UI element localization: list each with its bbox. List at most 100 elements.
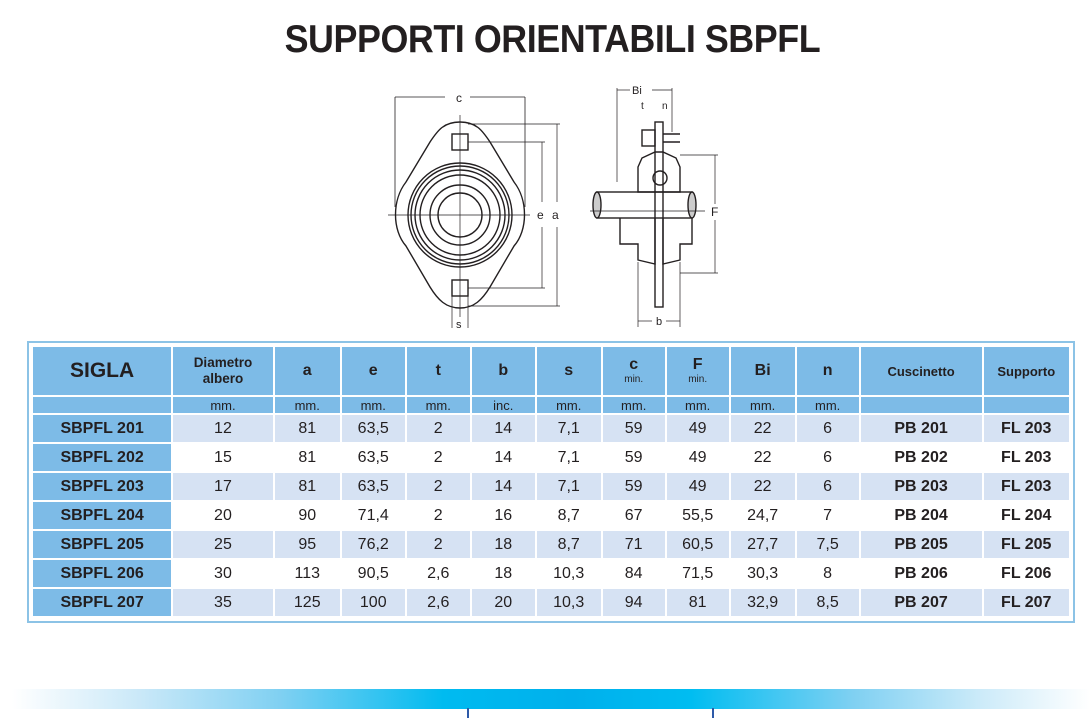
svg-text:b: b	[656, 316, 662, 328]
svg-text:Bi: Bi	[632, 85, 642, 97]
table-cell: 125	[274, 589, 340, 616]
table-cell: 14	[471, 444, 535, 471]
row-code-cell: SBPFL 206	[33, 560, 172, 587]
table-cell: 90	[274, 502, 340, 529]
table-cell: FL 203	[983, 473, 1069, 500]
col-header-t: t	[406, 347, 470, 395]
table-cell: 55,5	[666, 502, 729, 529]
table-cell: 59	[602, 415, 665, 442]
col-header-a: a	[274, 347, 340, 395]
col-header-supporto: Supporto	[983, 347, 1069, 395]
table-cell: 71,5	[666, 560, 729, 587]
row-code-cell: SBPFL 205	[33, 531, 172, 558]
table-row: SBPFL 206 30 113 90,5 2,6 18 10,3 84 71,5 30,3 8 PB…	[33, 560, 1069, 587]
table-cell: 84	[602, 560, 665, 587]
row-code-cell: SBPFL 204	[33, 502, 172, 529]
table-cell: 22	[730, 473, 795, 500]
col-header-diametro-albero: Diametro albero	[173, 347, 273, 395]
table-cell: 49	[666, 444, 729, 471]
table-cell: 94	[602, 589, 665, 616]
table-cell: PB 205	[860, 531, 982, 558]
unit-cell: mm.	[341, 397, 405, 413]
svg-text:a: a	[552, 208, 559, 222]
page-title: SUPPORTI ORIENTABILI SBPFL	[284, 18, 821, 61]
table-cell: 95	[274, 531, 340, 558]
table-cell: 63,5	[341, 444, 405, 471]
table-cell: PB 204	[860, 502, 982, 529]
table-cell: 20	[173, 502, 273, 529]
table-cell: 60,5	[666, 531, 729, 558]
table-cell: 16	[471, 502, 535, 529]
col-header-e: e	[341, 347, 405, 395]
table-cell: 22	[730, 444, 795, 471]
front-view-drawing: c e a s	[388, 91, 560, 331]
table-cell: PB 203	[860, 473, 982, 500]
table-cell: FL 204	[983, 502, 1069, 529]
table-cell: 59	[602, 444, 665, 471]
table-cell: 7,5	[796, 531, 859, 558]
svg-text:s: s	[456, 319, 462, 331]
side-view-drawing: Bi t n F b	[590, 85, 718, 328]
table-cell: 76,2	[341, 531, 405, 558]
table-cell: FL 203	[983, 444, 1069, 471]
table-cell: FL 207	[983, 589, 1069, 616]
table-cell: PB 206	[860, 560, 982, 587]
table-row: SBPFL 207 35 125 100 2,6 20 10,3 94 81 32,9 8,5 PB …	[33, 589, 1069, 616]
table-cell: 90,5	[341, 560, 405, 587]
col-header-f-sub: min.	[688, 374, 708, 385]
table-cell: 27,7	[730, 531, 795, 558]
col-header-c-sub: min.	[624, 374, 644, 385]
table-cell: 81	[274, 444, 340, 471]
col-header-b: b	[471, 347, 535, 395]
table-cell: 2	[406, 531, 470, 558]
table-cell: 14	[471, 473, 535, 500]
table-cell: 8,7	[536, 502, 601, 529]
row-code-cell: SBPFL 207	[33, 589, 172, 616]
technical-drawing: c e a s Bi t	[388, 85, 718, 331]
col-header-bi: Bi	[730, 347, 795, 395]
table-cell: 100	[341, 589, 405, 616]
table-cell: 7,1	[536, 473, 601, 500]
table-row: SBPFL 205 25 95 76,2 2 18 8,7 71 60,5 27,7 7,5 PB 2…	[33, 531, 1069, 558]
table-cell: 18	[471, 560, 535, 587]
unit-cell: mm.	[536, 397, 601, 413]
col-header-sigla: SIGLA	[33, 347, 172, 395]
col-header-s: s	[536, 347, 601, 395]
table-cell: 2	[406, 473, 470, 500]
unit-cell: mm.	[602, 397, 665, 413]
table-row: SBPFL 201 12 81 63,5 2 14 7,1 59 49 22 6 PB 201 FL 2…	[33, 415, 1069, 442]
table-cell: 12	[173, 415, 273, 442]
unit-cell: mm.	[666, 397, 729, 413]
unit-cell	[860, 397, 982, 413]
row-code-cell: SBPFL 201	[33, 415, 172, 442]
table-cell: 71,4	[341, 502, 405, 529]
table-cell: 2,6	[406, 589, 470, 616]
table-cell: 81	[274, 473, 340, 500]
table-cell: 81	[274, 415, 340, 442]
table-cell: 6	[796, 444, 859, 471]
table-cell: 113	[274, 560, 340, 587]
col-header-c-label: c	[629, 356, 639, 373]
table-cell: PB 202	[860, 444, 982, 471]
col-header-f-label: F	[692, 356, 703, 373]
table-cell: 15	[173, 444, 273, 471]
svg-text:c: c	[456, 91, 462, 105]
table-cell: 10,3	[536, 589, 601, 616]
col-header-n: n	[796, 347, 859, 395]
table-cell: 63,5	[341, 473, 405, 500]
svg-text:n: n	[662, 101, 668, 112]
table-cell: FL 203	[983, 415, 1069, 442]
table-cell: 81	[666, 589, 729, 616]
unit-cell	[983, 397, 1069, 413]
table-cell: 7,1	[536, 444, 601, 471]
footer-gradient-bar	[12, 689, 1090, 709]
unit-cell: mm.	[406, 397, 470, 413]
table-cell: 10,3	[536, 560, 601, 587]
unit-cell: mm.	[274, 397, 340, 413]
unit-cell: inc.	[471, 397, 535, 413]
table-cell: 7,1	[536, 415, 601, 442]
table-cell: 59	[602, 473, 665, 500]
